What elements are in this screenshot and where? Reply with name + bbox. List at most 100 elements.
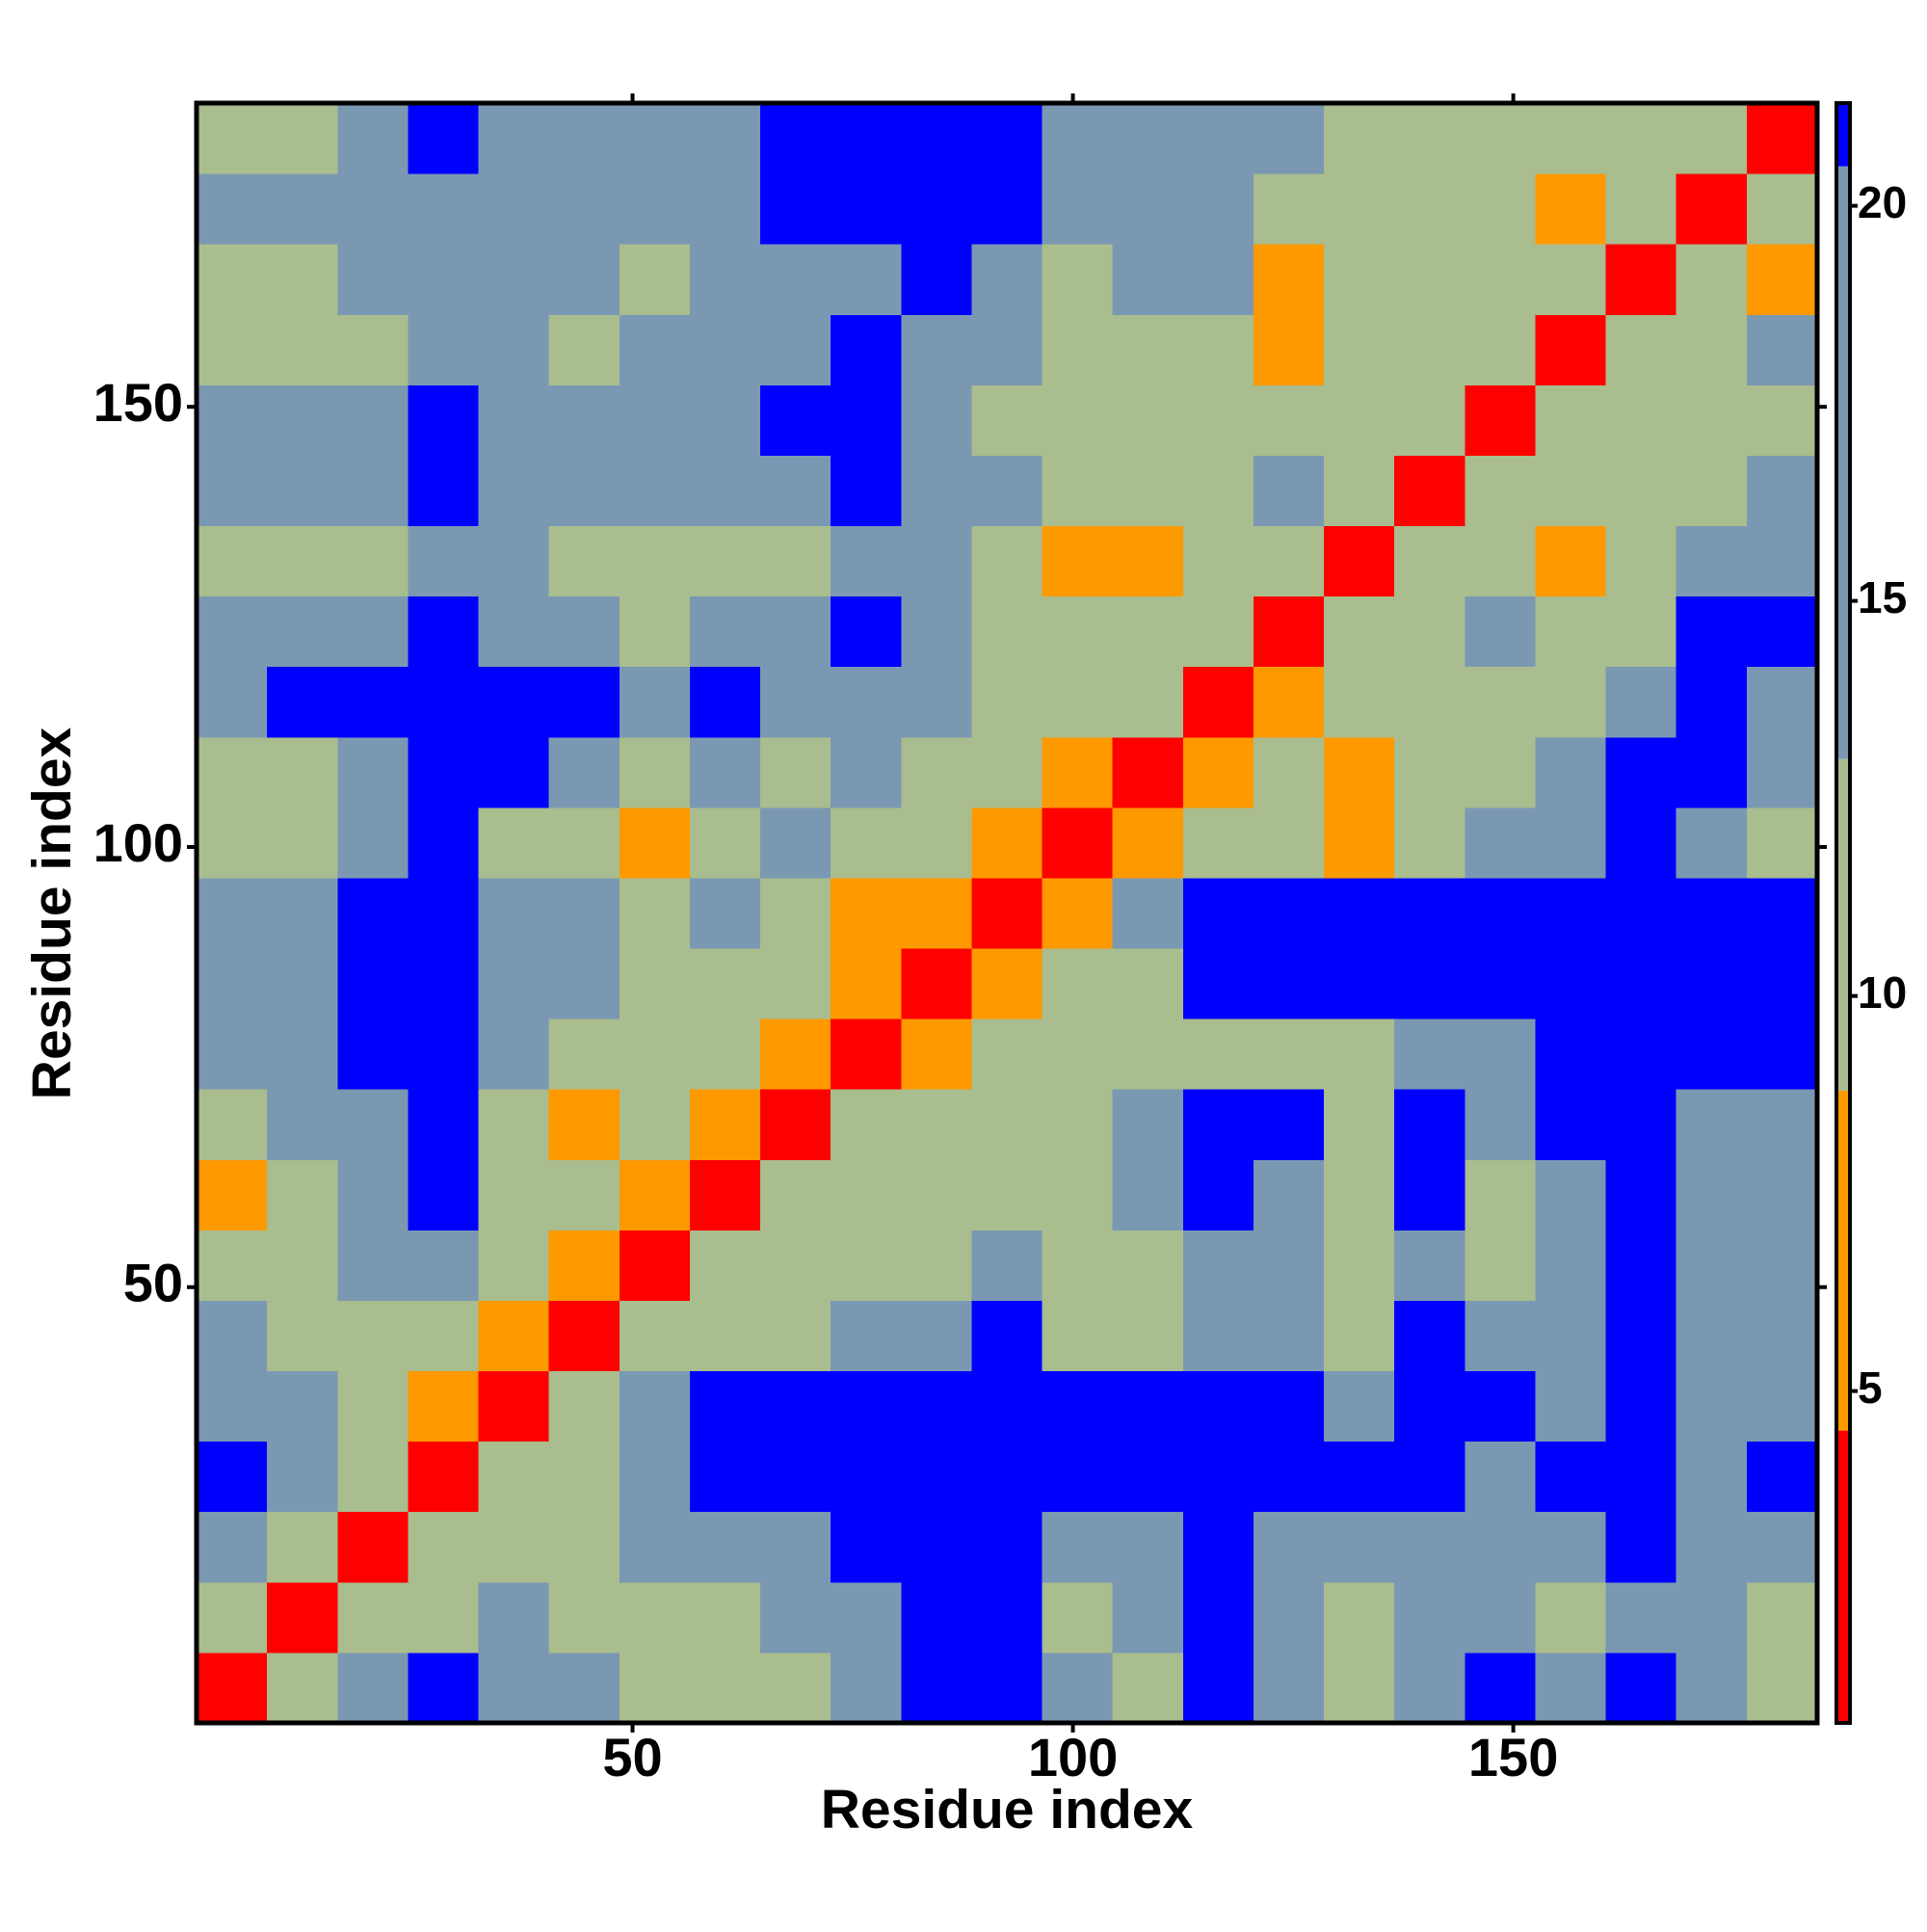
heatmap-cell [1324, 244, 1395, 315]
heatmap-cell [760, 1230, 832, 1301]
heatmap-cell [197, 877, 268, 949]
heatmap-cell [337, 666, 409, 738]
heatmap-cell [901, 1652, 972, 1724]
heatmap-cell [619, 1019, 691, 1090]
heatmap-cell [1112, 1441, 1184, 1513]
heatmap-cell [1182, 244, 1254, 315]
heatmap-cell [760, 1159, 832, 1231]
heatmap-cell [1676, 1019, 1748, 1090]
heatmap-cell [1605, 595, 1677, 668]
heatmap-cell [267, 1230, 338, 1301]
heatmap-cell [337, 948, 409, 1019]
heatmap-cell [760, 666, 832, 738]
heatmap-cell [337, 1159, 409, 1231]
heatmap-cell [1112, 1652, 1184, 1724]
heatmap-cell [689, 525, 761, 597]
heatmap-cell [548, 1089, 620, 1160]
heatmap-cell [337, 173, 409, 245]
heatmap-cell [619, 1230, 691, 1301]
heatmap-cell [1465, 525, 1536, 597]
heatmap-cell [901, 384, 972, 456]
heatmap-cell [1182, 525, 1254, 597]
heatmap-cell [689, 314, 761, 385]
heatmap-cell [1746, 103, 1818, 174]
heatmap-cell [1605, 1159, 1677, 1231]
heatmap-cell [1253, 877, 1325, 949]
heatmap-cell [1253, 948, 1325, 1019]
heatmap-cell [337, 525, 409, 597]
heatmap-cell [689, 384, 761, 456]
heatmap-cell [408, 1441, 480, 1513]
heatmap-cell [1112, 455, 1184, 527]
heatmap-cell [197, 1089, 268, 1160]
heatmap-cell [1253, 1441, 1325, 1513]
heatmap-cell [337, 1652, 409, 1724]
heatmap-cell [267, 525, 338, 597]
heatmap-cell [548, 314, 620, 385]
heatmap-cell [901, 1300, 972, 1372]
heatmap-cell [1042, 455, 1114, 527]
heatmap-cell [1042, 948, 1114, 1019]
heatmap-cell [901, 948, 972, 1019]
heatmap-cell [1394, 173, 1465, 245]
heatmap-cell [971, 877, 1043, 949]
heatmap-cell [478, 1019, 550, 1090]
heatmap-cell [1535, 1230, 1607, 1301]
heatmap-cell [1676, 1159, 1748, 1231]
heatmap-cell [1394, 948, 1465, 1019]
heatmap-cell [1182, 173, 1254, 245]
heatmap-cell [1253, 173, 1325, 245]
heatmap-cell [1535, 1089, 1607, 1160]
heatmap-cell [760, 1300, 832, 1372]
heatmap-cell [1676, 807, 1748, 879]
heatmap-cell [1676, 1230, 1748, 1301]
heatmap-cell [1746, 1581, 1818, 1654]
heatmap-cell [1605, 1230, 1677, 1301]
heatmap-cell [478, 525, 550, 597]
heatmap-cell [548, 736, 620, 808]
heatmap-cell [267, 1089, 338, 1160]
heatmap-cell [1253, 595, 1325, 668]
heatmap-cell [971, 314, 1043, 385]
heatmap-cell [1676, 1089, 1748, 1160]
heatmap-cell [1042, 1300, 1114, 1372]
heatmap-cell [760, 877, 832, 949]
heatmap-cell [478, 1089, 550, 1160]
heatmap-cell [901, 877, 972, 949]
heatmap-cell [1605, 948, 1677, 1019]
heatmap-cell [1535, 948, 1607, 1019]
heatmap-cell [1112, 244, 1184, 315]
heatmap-cell [831, 595, 902, 668]
heatmap-cell [1676, 1511, 1748, 1583]
heatmap-cell [901, 595, 972, 668]
heatmap-cell [478, 1370, 550, 1442]
heatmap-cell [1112, 1230, 1184, 1301]
heatmap-cell [1253, 1089, 1325, 1160]
heatmap-cell [1746, 314, 1818, 385]
colorbar-segment [1836, 758, 1850, 1091]
heatmap-cell [408, 103, 480, 174]
heatmap-cell [1042, 1089, 1114, 1160]
heatmap-cell [478, 244, 550, 315]
colorbar-segment [1836, 1091, 1850, 1431]
heatmap-cell [619, 948, 691, 1019]
heatmap-cell [1746, 877, 1818, 949]
heatmap-cell [1394, 1511, 1465, 1583]
heatmap-cell [831, 807, 902, 879]
heatmap-cell [831, 384, 902, 456]
heatmap-cell [1394, 525, 1465, 597]
heatmap-cell [619, 1652, 691, 1724]
heatmap-cell [1746, 455, 1818, 527]
heatmap-cell [831, 1511, 902, 1583]
heatmap-cell [1535, 1652, 1607, 1724]
heatmap-cell [901, 1230, 972, 1301]
heatmap-cell [1605, 244, 1677, 315]
heatmap-cell [267, 103, 338, 174]
heatmap-cell [267, 314, 338, 385]
heatmap-cell [1182, 1441, 1254, 1513]
heatmap-cell [1605, 1441, 1677, 1513]
heatmap-cell [1112, 877, 1184, 949]
heatmap-cell [831, 1581, 902, 1654]
heatmap-cell [1112, 736, 1184, 808]
heatmap-cell [408, 1019, 480, 1090]
